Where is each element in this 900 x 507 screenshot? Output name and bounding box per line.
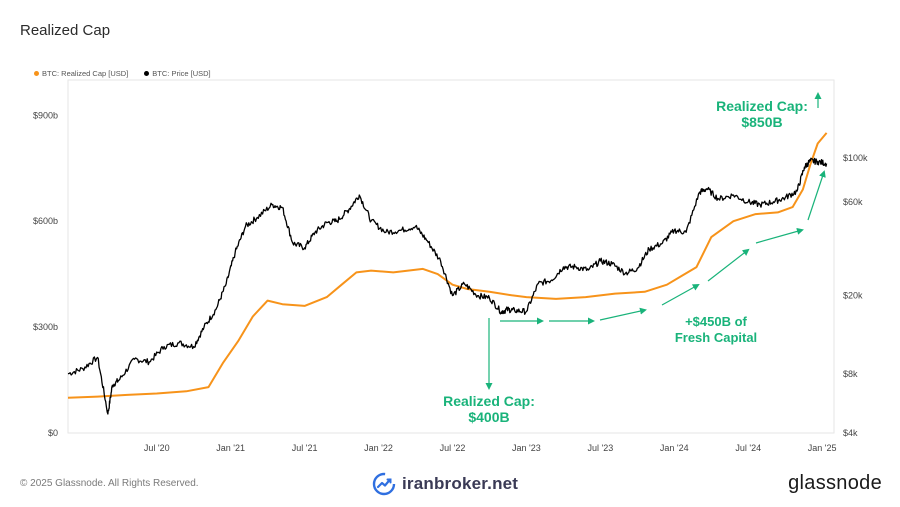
watermark-text: iranbroker.net bbox=[402, 474, 519, 493]
price-line bbox=[67, 157, 828, 415]
growth-arrow-4 bbox=[661, 284, 700, 306]
x-tick-label: Jan '24 bbox=[660, 443, 689, 453]
legend-dot-price bbox=[144, 71, 150, 76]
growth-arrow-6 bbox=[755, 227, 804, 244]
annotation-850-line1: Realized Cap: bbox=[716, 98, 808, 114]
legend-item-price[interactable]: BTC: Price [USD] bbox=[144, 69, 211, 78]
copyright-text: © 2025 Glassnode. All Rights Reserved. bbox=[20, 478, 199, 489]
x-tick-label: Jul '23 bbox=[587, 443, 613, 453]
x-tick-label: Jul '20 bbox=[144, 443, 170, 453]
y-left-tick-label: $900b bbox=[33, 110, 58, 120]
annotation-fresh-line2: Fresh Capital bbox=[675, 330, 757, 345]
y-right-tick-label: $4k bbox=[843, 428, 858, 438]
legend-label-price: BTC: Price [USD] bbox=[152, 69, 211, 78]
watermark: iranbroker.net bbox=[372, 472, 518, 496]
plot-frame bbox=[67, 79, 835, 434]
annotation-fresh-line1: +$450B of bbox=[685, 314, 747, 329]
brand-logo: glassnode bbox=[788, 472, 882, 494]
legend-dot-realized-cap bbox=[34, 71, 39, 76]
annotation-850-line2: $850B bbox=[741, 114, 782, 130]
growth-arrow-5 bbox=[707, 248, 750, 282]
growth-arrow-3 bbox=[599, 307, 647, 321]
chart-legend: BTC: Realized Cap [USD] BTC: Price [USD] bbox=[34, 69, 211, 78]
chart-logo-icon bbox=[372, 472, 396, 496]
x-tick-label: Jul '21 bbox=[292, 443, 318, 453]
legend-item-realized-cap[interactable]: BTC: Realized Cap [USD] bbox=[34, 69, 128, 78]
realized-cap-line bbox=[67, 132, 828, 399]
x-tick-label: Jan '25 bbox=[808, 443, 837, 453]
growth-arrow-7 bbox=[807, 170, 826, 221]
x-tick-label: Jul '22 bbox=[440, 443, 466, 453]
y-right-tick-label: $20k bbox=[843, 291, 863, 301]
annotation-400-line1: Realized Cap: bbox=[443, 393, 535, 409]
annotations-layer: Realized Cap: $850B Realized Cap: $400B … bbox=[443, 92, 826, 425]
x-tick-label: Jan '22 bbox=[364, 443, 393, 453]
x-tick-label: Jan '23 bbox=[512, 443, 541, 453]
y-right-tick-label: $8k bbox=[843, 369, 858, 379]
x-tick-label: Jul '24 bbox=[735, 443, 761, 453]
y-right-tick-label: $60k bbox=[843, 197, 863, 207]
y-right-tick-label: $100k bbox=[843, 153, 868, 163]
annotation-400-line2: $400B bbox=[468, 409, 509, 425]
page-title: Realized Cap bbox=[20, 22, 111, 39]
legend-label-realized-cap: BTC: Realized Cap [USD] bbox=[42, 69, 129, 78]
y-left-tick-label: $0 bbox=[48, 428, 58, 438]
y-left-tick-label: $300b bbox=[33, 322, 58, 332]
y-left-tick-label: $600b bbox=[33, 216, 58, 226]
x-tick-label: Jan '21 bbox=[216, 443, 245, 453]
